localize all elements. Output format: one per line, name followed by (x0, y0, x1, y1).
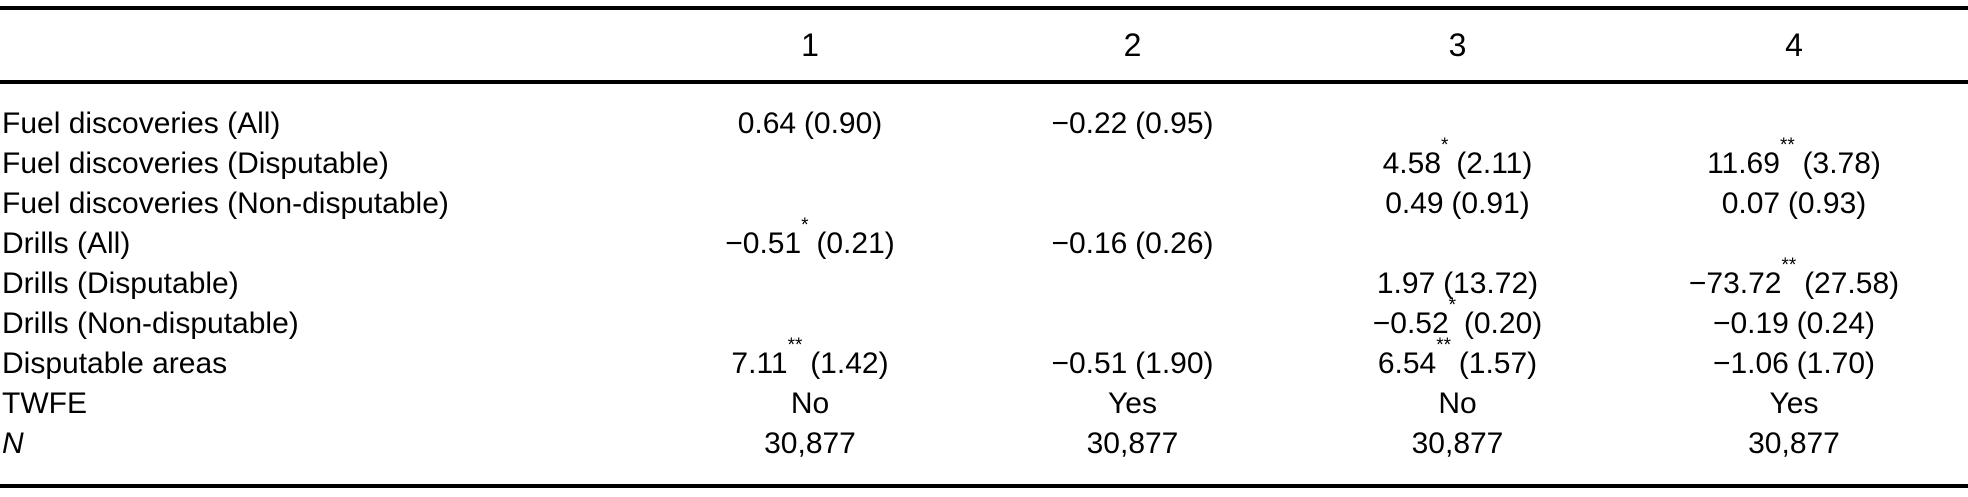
estimate-cell: −0.16 (0.26) (970, 224, 1295, 264)
standard-error: (2.11) (1456, 147, 1533, 180)
row-label: Drills (Disputable) (2, 267, 239, 300)
row-label: Drills (Non-disputable) (2, 307, 299, 340)
estimate-cell: 4.58* (2.11) (1295, 136, 1620, 184)
standard-error: (0.21) (816, 227, 895, 260)
n-cell: 30,877 (650, 424, 970, 464)
estimate: 4.58 (1382, 147, 1442, 180)
estimate: −0.51 (1051, 347, 1128, 380)
standard-error: (3.78) (1802, 147, 1881, 180)
estimate: 0.49 (1385, 187, 1444, 220)
table-row: Fuel discoveries (All) 0.64 (0.90) −0.22(… (0, 104, 1968, 144)
fe-cell: No (1295, 384, 1620, 424)
estimate: −73.72 (1688, 267, 1782, 300)
estimate-cell: −1.06 (1.70) (1620, 344, 1968, 384)
significance-stars: * (801, 215, 809, 236)
standard-error: (0.26) (1135, 227, 1214, 260)
estimate-cell: −0.52* (0.20) (1295, 296, 1620, 344)
bottom-rule (0, 484, 1968, 488)
estimate: 0.64 (737, 107, 797, 140)
row-label: Disputable areas (2, 347, 228, 380)
top-rule (0, 6, 1968, 10)
estimate: −0.22 (1051, 107, 1128, 140)
row-label: Fuel discoveries (Non-disputable) (2, 187, 449, 220)
estimate-cell: 0.49 (0.91) (1295, 184, 1620, 224)
estimate: −0.19 (1712, 307, 1789, 340)
estimate-cell: −0.22 (0.95) (970, 104, 1295, 144)
fe-value: No (790, 387, 830, 420)
row-label: TWFE (2, 387, 87, 420)
estimate: 7.11 (731, 347, 788, 380)
estimate: 11.69 (1707, 147, 1780, 180)
table-row: Drills (All) −0.51* (0.21) −0.16 (0.26) (0, 216, 1968, 264)
row-label: Drills (All) (2, 227, 131, 260)
table-row: N 30,877 30,877 30,877 30,877 (0, 424, 1968, 464)
table-row: Fuel discoveries (Disputable) 4.58* (2.11… (0, 136, 1968, 184)
estimate-cell: 11.69** (3.78) (1620, 136, 1968, 184)
estimate-cell: −0.19 (0.24) (1620, 304, 1968, 344)
standard-error: (0.24) (1796, 307, 1876, 340)
fe-cell: Yes (970, 384, 1295, 424)
standard-error: (0.95) (1135, 107, 1214, 140)
standard-error: (1.42) (810, 347, 889, 380)
table-row: Disputable areas 7.11**(1.42) −0.51 (1.90… (0, 336, 1968, 384)
estimate: 0.07 (1721, 187, 1781, 220)
significance-stars: * (1441, 135, 1449, 156)
n-cell: 30,877 (1620, 424, 1968, 464)
standard-error: (1.57) (1458, 347, 1538, 380)
fe-cell: Yes (1620, 384, 1968, 424)
estimate: 1.97 (1376, 267, 1436, 300)
estimate-cell: −0.51* (0.21) (650, 216, 970, 264)
estimate-cell: 7.11** (1.42) (650, 336, 970, 384)
column-header-2: 2 (1123, 26, 1142, 63)
fe-value: Yes (1769, 387, 1819, 420)
estimate-cell: 1.97 (13.72) (1295, 264, 1620, 304)
estimate: 6.54 (1377, 347, 1437, 380)
table-row: Drills (Non-disputable) −0.52* (0.20) −0.… (0, 296, 1968, 344)
row-label: Fuel discoveries (Disputable) (2, 147, 389, 180)
standard-error: (13.72) (1443, 267, 1539, 300)
n-cell: 30,877 (970, 424, 1295, 464)
standard-error: (0.20) (1463, 307, 1543, 340)
column-header-3: 3 (1448, 26, 1467, 63)
significance-stars: ** (787, 335, 803, 356)
table-row: Drills (Disputable) 1.97 (13.72) −73.72**… (0, 256, 1968, 304)
estimate-cell: −0.51 (1.90) (970, 344, 1295, 384)
estimate: −0.51 (725, 227, 802, 260)
table-header-row: 1 2 3 4 (0, 10, 1968, 80)
significance-stars: ** (1436, 335, 1451, 356)
row-label-n: N (2, 427, 24, 460)
standard-error: (0.93) (1787, 187, 1867, 220)
row-label: Fuel discoveries (All) (2, 107, 281, 140)
estimate: −1.06 (1712, 347, 1789, 380)
n-value: 30,877 (1748, 427, 1840, 460)
significance-stars: ** (1781, 255, 1797, 276)
estimate: −0.16 (1051, 227, 1128, 260)
fe-value: Yes (1108, 387, 1157, 420)
fe-cell: No (650, 384, 970, 424)
table-row: Fuel discoveries (Non-disputable) 0.49 (0… (0, 184, 1968, 224)
header-rule (0, 80, 1968, 84)
column-header-1: 1 (801, 26, 819, 63)
n-value: 30,877 (1411, 427, 1504, 460)
standard-error: (0.91) (1451, 187, 1530, 220)
significance-stars: * (1448, 295, 1457, 316)
n-value: 30,877 (764, 427, 856, 460)
standard-error: (1.70) (1796, 347, 1876, 380)
table-body: Fuel discoveries (All) 0.64 (0.90) −0.22(… (0, 84, 1968, 484)
standard-error: (0.90) (803, 107, 883, 140)
n-cell: 30,877 (1295, 424, 1620, 464)
standard-error: (27.58) (1804, 267, 1900, 300)
estimate-cell: 0.07 (0.93) (1620, 184, 1968, 224)
table-row: TWFE No Yes No Yes (0, 384, 1968, 424)
n-value: 30,877 (1086, 427, 1179, 460)
significance-stars: ** (1779, 135, 1795, 156)
estimate: −0.52 (1372, 307, 1449, 340)
estimate-cell: −73.72** (27.58) (1620, 256, 1968, 304)
fe-value: No (1438, 387, 1477, 420)
estimate-cell: 6.54** (1.57) (1295, 336, 1620, 384)
standard-error: (1.90) (1135, 347, 1214, 380)
column-header-4: 4 (1785, 26, 1803, 63)
estimate-cell: 0.64 (0.90) (650, 104, 970, 144)
